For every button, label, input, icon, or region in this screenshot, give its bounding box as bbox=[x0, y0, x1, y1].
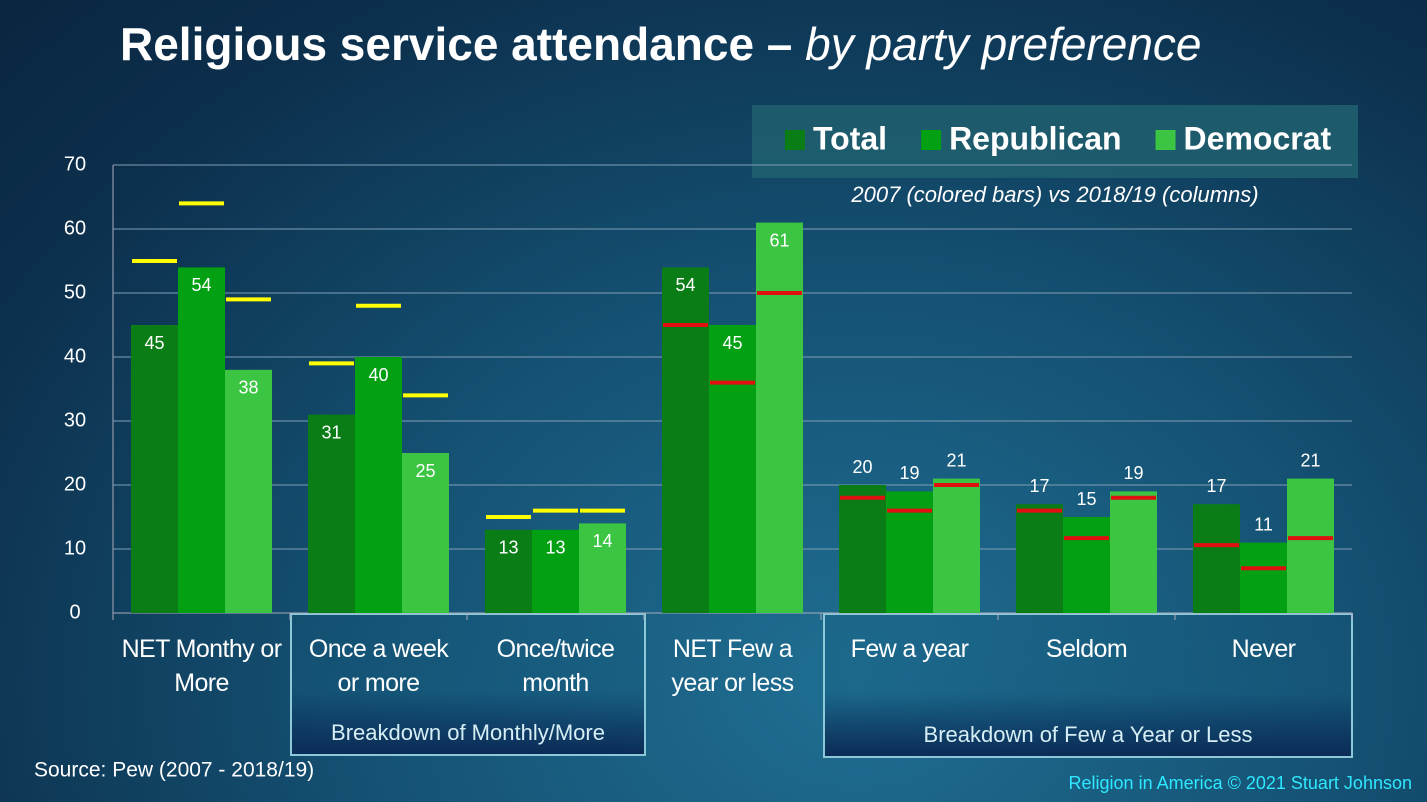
value-label: 19 bbox=[1123, 463, 1143, 483]
bar bbox=[662, 267, 709, 613]
legend-label: Total bbox=[813, 120, 887, 156]
bar bbox=[933, 478, 980, 613]
value-label: 61 bbox=[769, 230, 789, 250]
x-tick-label: Never bbox=[1231, 635, 1296, 663]
x-tick-label: Few a year bbox=[850, 635, 969, 663]
bracket-box: Breakdown of Few a Year or Less bbox=[823, 613, 1353, 758]
value-label: 19 bbox=[899, 463, 919, 483]
bar bbox=[308, 414, 355, 613]
bracket-label: Breakdown of Few a Year or Less bbox=[923, 722, 1253, 747]
y-tick-label: 40 bbox=[64, 345, 86, 367]
bar bbox=[402, 453, 449, 613]
x-tick-label: Once/twice month bbox=[496, 635, 615, 697]
bar bbox=[1063, 517, 1110, 613]
legend-swatch bbox=[921, 130, 942, 150]
source: Source: Pew (2007 - 2018/19) bbox=[34, 759, 314, 782]
y-tick-label: 70 bbox=[64, 153, 86, 175]
bracket-label: Breakdown of Monthly/More bbox=[331, 720, 605, 745]
x-tick-label: Seldom bbox=[1045, 635, 1128, 663]
bar bbox=[1240, 542, 1287, 613]
bar bbox=[1016, 504, 1063, 613]
bar bbox=[1110, 491, 1157, 613]
value-label: 20 bbox=[852, 457, 872, 477]
y-tick-label: 20 bbox=[64, 473, 86, 495]
value-label: 31 bbox=[321, 422, 341, 442]
y-tick-label: 10 bbox=[64, 537, 86, 559]
x-tick-label: NET Few a year or less bbox=[671, 635, 794, 697]
value-label: 38 bbox=[238, 378, 258, 398]
y-tick-label: 50 bbox=[64, 281, 86, 303]
bar bbox=[839, 485, 886, 613]
legend-swatch bbox=[785, 130, 805, 150]
value-label: 13 bbox=[498, 538, 518, 558]
value-label: 11 bbox=[1254, 514, 1273, 534]
legend-swatch bbox=[1155, 130, 1176, 150]
y-tick-label: 60 bbox=[64, 217, 86, 239]
bar bbox=[756, 222, 803, 613]
bar bbox=[1193, 504, 1240, 613]
value-label: 45 bbox=[144, 333, 164, 353]
value-label: 17 bbox=[1206, 476, 1226, 496]
y-tick-label: 30 bbox=[64, 409, 86, 431]
value-label: 13 bbox=[545, 538, 565, 558]
bar bbox=[178, 267, 225, 613]
value-label: 54 bbox=[191, 275, 211, 295]
title-italic: by party preference bbox=[805, 18, 1201, 70]
bar bbox=[709, 325, 756, 613]
chart-title: Religious service attendance – by party … bbox=[120, 18, 1202, 70]
title-main: Religious service attendance – bbox=[120, 18, 792, 70]
bar bbox=[225, 369, 272, 613]
footer: Religion in America © 2021 Stuart Johnso… bbox=[1069, 773, 1412, 793]
bar bbox=[131, 325, 178, 613]
value-label: 21 bbox=[946, 450, 966, 470]
value-label: 54 bbox=[675, 275, 695, 295]
bar bbox=[532, 529, 579, 613]
bracket-box: Breakdown of Monthly/More bbox=[290, 613, 646, 756]
bar bbox=[355, 357, 402, 613]
value-label: 25 bbox=[415, 461, 435, 481]
legend-label: Republican bbox=[949, 120, 1121, 156]
bar bbox=[1287, 478, 1334, 613]
legend-box bbox=[752, 105, 1358, 178]
bar bbox=[579, 523, 626, 613]
value-label: 17 bbox=[1029, 476, 1049, 496]
value-label: 21 bbox=[1300, 450, 1320, 470]
legend-label: Democrat bbox=[1184, 120, 1332, 156]
x-tick-label: Once a week or more bbox=[308, 635, 449, 697]
value-label: 40 bbox=[368, 365, 388, 385]
subtitle: 2007 (colored bars) vs 2018/19 (columns) bbox=[850, 182, 1258, 207]
x-tick-label: NET Monthy or More bbox=[121, 635, 282, 697]
value-label: 14 bbox=[592, 531, 612, 551]
value-label: 15 bbox=[1076, 489, 1096, 509]
value-label: 45 bbox=[722, 333, 742, 353]
bar bbox=[485, 529, 532, 613]
y-tick-label: 0 bbox=[69, 601, 80, 623]
